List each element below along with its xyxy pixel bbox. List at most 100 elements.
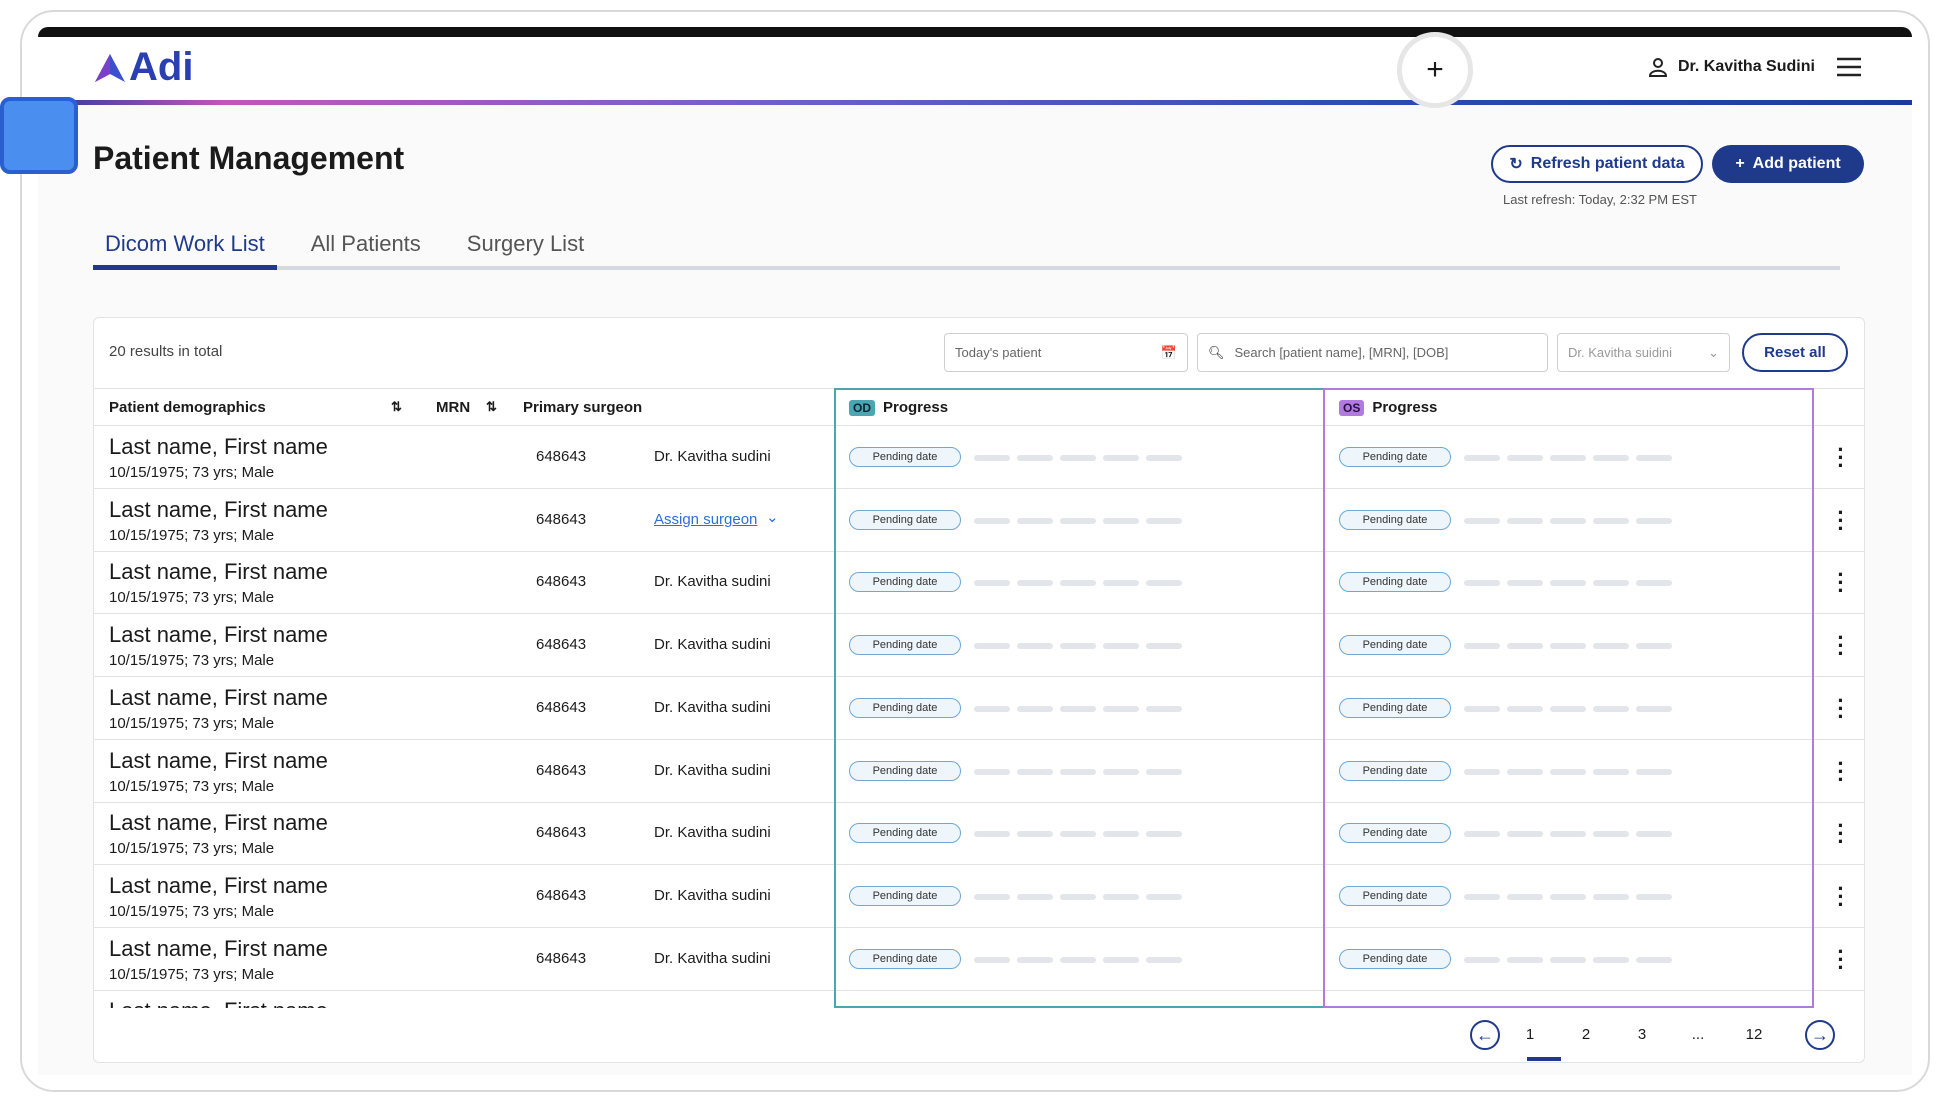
- search-placeholder: Search [patient name], [MRN], [DOB]: [1234, 345, 1449, 360]
- progress-dash: [1593, 956, 1629, 963]
- mrn: 648643: [536, 510, 587, 528]
- add-button[interactable]: + Add patient: [1712, 145, 1864, 183]
- patient-details: 10/15/1975; 73 yrs; Male: [109, 526, 275, 544]
- logo[interactable]: Adi: [93, 45, 193, 90]
- eye-badge: OS: [1339, 399, 1365, 416]
- status-pill: Pending date: [849, 509, 961, 530]
- status-pill: Pending date: [849, 635, 961, 656]
- refresh-button[interactable]: ↻ Refresh patient data: [1491, 145, 1703, 183]
- mrn: 648643: [536, 886, 587, 904]
- page-number[interactable]: 2: [1581, 1026, 1591, 1043]
- status-pill: Pending date: [1339, 447, 1451, 467]
- progress-dash: [1464, 580, 1500, 587]
- next-page[interactable]: →: [1805, 1020, 1835, 1050]
- mrn: 648643: [536, 949, 587, 967]
- progress-dash: [1103, 705, 1139, 712]
- progress-dash: [1060, 768, 1096, 775]
- status-pill: Pending date: [849, 823, 961, 844]
- surgeon-filter-text: Dr. Kavitha suidini: [1568, 345, 1673, 360]
- progress-dash: [1464, 455, 1500, 461]
- row-menu[interactable]: · · ·: [1837, 750, 1845, 792]
- tab[interactable]: Dicom Work List: [93, 227, 277, 270]
- progress-dash: [1550, 893, 1586, 900]
- progress-dash: [1507, 580, 1543, 587]
- page-number[interactable]: 1: [1525, 1026, 1535, 1043]
- progress-dash: [1146, 580, 1182, 587]
- search-box[interactable]: 🔍︎ Search [patient name], [MRN], [DOB]: [1197, 333, 1548, 372]
- page-number[interactable]: ...: [1691, 1026, 1705, 1043]
- active-page-indicator: [1527, 1057, 1561, 1061]
- logo-icon: [95, 53, 125, 82]
- progress-dash: [1103, 580, 1139, 587]
- plus-button[interactable]: +: [1397, 32, 1473, 108]
- progress-dash: [1636, 517, 1672, 524]
- progress-dash: [1550, 768, 1586, 775]
- prev-page[interactable]: ←: [1470, 1020, 1500, 1050]
- tab[interactable]: Surgery List: [466, 231, 585, 256]
- row-menu[interactable]: · · ·: [1837, 813, 1845, 855]
- progress-dash: [1146, 517, 1182, 524]
- progress-dash: [974, 643, 1010, 650]
- table-body: Last name, First name 10/15/1975; 73 yrs;…: [94, 426, 1864, 1008]
- progress-dash: [1550, 643, 1586, 650]
- os-column-frame: [1323, 388, 1814, 1008]
- user-icon: [1648, 58, 1668, 77]
- last-refresh: Last refresh: Today, 2:32 PM EST: [1503, 192, 1697, 207]
- user-menu[interactable]: Dr. Kavitha Sudini: [1648, 57, 1815, 77]
- patient-details: 10/15/1975; 73 yrs; Male: [109, 965, 275, 983]
- row-menu[interactable]: · · ·: [1837, 562, 1845, 604]
- patient-name: Last name, First name: [109, 810, 328, 836]
- patient-details: 10/15/1975; 73 yrs; Male: [109, 714, 275, 732]
- progress-dash: [1636, 705, 1672, 712]
- progress-dash: [1593, 768, 1629, 775]
- table-row: Last name, First name 10/15/1975; 73 yrs;…: [94, 677, 1864, 740]
- date-filter[interactable]: Today's patient 📅: [944, 333, 1188, 372]
- page-number[interactable]: 3: [1637, 1026, 1647, 1043]
- progress-dash: [1636, 643, 1672, 650]
- surgeon-filter[interactable]: Dr. Kavitha suidini ⌄: [1557, 333, 1730, 372]
- assign-surgeon[interactable]: Assign surgeon: [654, 510, 758, 528]
- patient-name: Last name, First name: [109, 872, 328, 898]
- progress-dash: [1464, 893, 1500, 900]
- page-number[interactable]: 12: [1745, 1026, 1763, 1043]
- progress-dash: [1636, 956, 1672, 963]
- progress-dash: [974, 768, 1010, 775]
- progress-dash: [1507, 893, 1543, 900]
- hamburger[interactable]: [1836, 56, 1862, 78]
- progress-dash: [1103, 956, 1139, 963]
- results-count: 20 results in total: [109, 343, 223, 360]
- reset-button[interactable]: Reset all: [1742, 333, 1848, 372]
- mrn: 648643: [536, 824, 587, 842]
- chevron: ⌄: [766, 508, 779, 526]
- sort-icon[interactable]: ⇅: [391, 399, 402, 414]
- status-pill: Pending date: [1339, 948, 1451, 969]
- progress-dash: [1103, 768, 1139, 775]
- mrn: 648643: [536, 636, 587, 654]
- progress-dash: [1146, 768, 1182, 775]
- progress-dash: [1103, 517, 1139, 524]
- row-menu[interactable]: · · ·: [1837, 938, 1845, 980]
- row-menu[interactable]: · · ·: [1837, 499, 1845, 541]
- calendar-icon: 📅: [1160, 344, 1177, 360]
- progress-dash: [974, 517, 1010, 524]
- progress-dash: [1593, 455, 1629, 461]
- progress-dash: [1636, 893, 1672, 900]
- patient-details: 10/15/1975; 73 yrs; Male: [109, 652, 275, 670]
- progress-dash: [1593, 893, 1629, 900]
- progress-dash: [1507, 956, 1543, 963]
- table-row: Last name, First name 10/15/1975; 73 yrs;…: [94, 802, 1864, 866]
- tab[interactable]: All Patients: [310, 231, 421, 256]
- progress-dash: [1550, 455, 1586, 461]
- row-menu[interactable]: · · ·: [1837, 437, 1845, 478]
- gradient-line: [38, 100, 1912, 105]
- column-label: Progress: [883, 399, 949, 416]
- sort-icon[interactable]: ⇅: [486, 399, 497, 414]
- refresh-icon: ↻: [1509, 156, 1523, 173]
- progress-dash: [974, 831, 1010, 838]
- table-row: Last name, First name 10/15/1975; 73 yrs;…: [94, 865, 1864, 928]
- table-row: Last name, First name 10/15/1975; 73 yrs;…: [94, 614, 1864, 678]
- row-menu[interactable]: · · ·: [1837, 625, 1845, 667]
- row-menu[interactable]: · · ·: [1837, 875, 1845, 917]
- progress-dash: [1146, 705, 1182, 712]
- row-menu[interactable]: · · ·: [1837, 687, 1845, 729]
